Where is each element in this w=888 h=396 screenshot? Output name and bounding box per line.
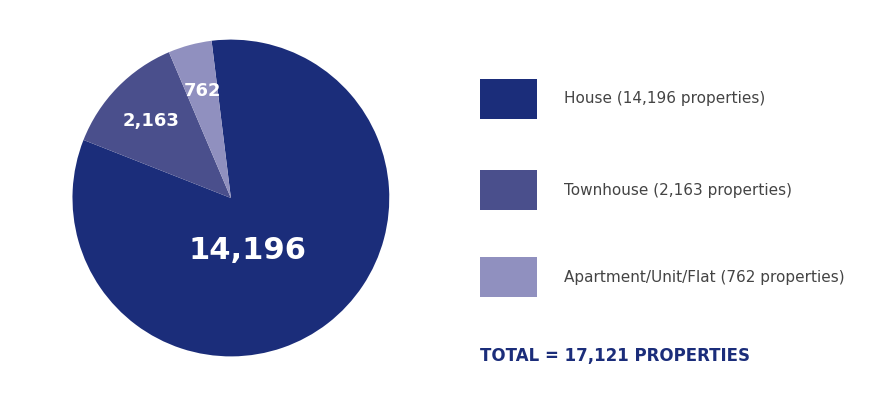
Text: 2,163: 2,163 <box>123 112 180 129</box>
Text: TOTAL = 17,121 PROPERTIES: TOTAL = 17,121 PROPERTIES <box>480 347 749 366</box>
Text: Apartment/Unit/Flat (762 properties): Apartment/Unit/Flat (762 properties) <box>564 270 844 285</box>
Wedge shape <box>169 41 231 198</box>
Text: Townhouse (2,163 properties): Townhouse (2,163 properties) <box>564 183 792 198</box>
Wedge shape <box>83 52 231 198</box>
FancyBboxPatch shape <box>480 79 537 119</box>
Wedge shape <box>73 40 389 356</box>
FancyBboxPatch shape <box>480 257 537 297</box>
FancyBboxPatch shape <box>480 170 537 210</box>
Text: House (14,196 properties): House (14,196 properties) <box>564 91 765 107</box>
Text: 762: 762 <box>184 82 221 100</box>
Text: 14,196: 14,196 <box>189 236 307 265</box>
